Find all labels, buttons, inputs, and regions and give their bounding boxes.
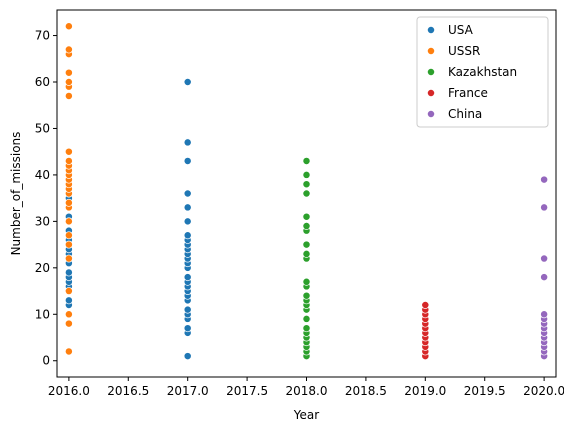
- legend-label: Kazakhstan: [448, 65, 517, 79]
- data-point: [540, 310, 549, 319]
- y-tick-label: 0: [42, 354, 50, 368]
- data-point: [64, 22, 73, 31]
- x-tick-label: 2019.0: [404, 384, 446, 398]
- y-tick-label: 30: [35, 214, 50, 228]
- legend-label: USA: [448, 23, 474, 37]
- y-tick-label: 20: [35, 261, 50, 275]
- data-point: [302, 314, 311, 323]
- x-tick-label: 2020.0: [523, 384, 564, 398]
- data-point: [302, 212, 311, 221]
- legend-marker: [427, 26, 435, 34]
- data-point: [183, 305, 192, 314]
- data-point: [540, 273, 549, 282]
- data-point: [302, 249, 311, 258]
- data-point: [64, 91, 73, 100]
- data-point: [302, 291, 311, 300]
- data-point: [302, 180, 311, 189]
- legend: USA USSR Kazakhstan France China: [416, 16, 549, 128]
- data-point: [183, 138, 192, 147]
- x-axis-ticks: 2016.0 2016.5 2017.0 2017.5 2018.0 2018.5 2019…: [48, 377, 564, 398]
- data-point: [540, 203, 549, 212]
- x-tick-label: 2018.5: [345, 384, 387, 398]
- data-point: [183, 324, 192, 333]
- legend-marker: [427, 89, 435, 97]
- data-point: [183, 78, 192, 86]
- y-tick-label: 70: [35, 29, 50, 43]
- x-tick-label: 2016.5: [107, 384, 149, 398]
- data-point: [421, 301, 430, 309]
- data-point: [64, 296, 73, 305]
- legend-box: [416, 16, 549, 128]
- data-point: [64, 198, 73, 207]
- data-point: [64, 268, 73, 277]
- data-point: [183, 217, 192, 226]
- data-point: [302, 170, 311, 179]
- data-point: [64, 217, 73, 226]
- y-tick-label: 40: [35, 168, 50, 182]
- data-point: [302, 324, 311, 333]
- data-point: [540, 175, 549, 184]
- data-point: [64, 240, 73, 249]
- y-tick-label: 60: [35, 75, 50, 89]
- data-point: [183, 203, 192, 212]
- data-point: [302, 222, 311, 230]
- legend-label: USSR: [448, 44, 480, 58]
- data-point: [64, 347, 73, 356]
- data-points: [64, 22, 549, 361]
- data-point: [302, 189, 311, 198]
- x-axis-title: Year: [293, 408, 319, 422]
- data-point: [64, 319, 73, 328]
- data-point: [183, 231, 192, 240]
- y-axis-ticks: 0 10 20 30 40 50 60 70: [35, 29, 57, 368]
- y-axis-title: Number_of_missions: [9, 132, 23, 256]
- data-point: [64, 45, 73, 54]
- data-point: [64, 68, 73, 77]
- data-point: [64, 157, 73, 165]
- data-point: [64, 78, 73, 86]
- y-tick-label: 50: [35, 121, 50, 135]
- x-tick-label: 2016.0: [48, 384, 90, 398]
- data-point: [302, 157, 311, 165]
- data-point: [64, 254, 73, 263]
- x-tick-label: 2017.5: [226, 384, 268, 398]
- x-tick-label: 2018.0: [286, 384, 328, 398]
- legend-marker: [427, 68, 435, 76]
- x-tick-label: 2019.5: [464, 384, 506, 398]
- data-point: [302, 240, 311, 249]
- data-point: [64, 287, 73, 296]
- x-tick-label: 2017.0: [167, 384, 209, 398]
- y-tick-label: 10: [35, 307, 50, 321]
- data-point: [64, 231, 73, 240]
- legend-marker: [427, 47, 435, 55]
- legend-marker: [427, 110, 435, 118]
- data-point: [64, 310, 73, 319]
- data-point: [302, 277, 311, 286]
- data-point: [64, 147, 73, 156]
- data-point: [183, 352, 192, 361]
- data-point: [183, 189, 192, 198]
- legend-label: China: [448, 107, 482, 121]
- data-point: [540, 254, 549, 263]
- legend-label: France: [448, 86, 488, 100]
- data-point: [183, 273, 192, 282]
- data-point: [183, 157, 192, 165]
